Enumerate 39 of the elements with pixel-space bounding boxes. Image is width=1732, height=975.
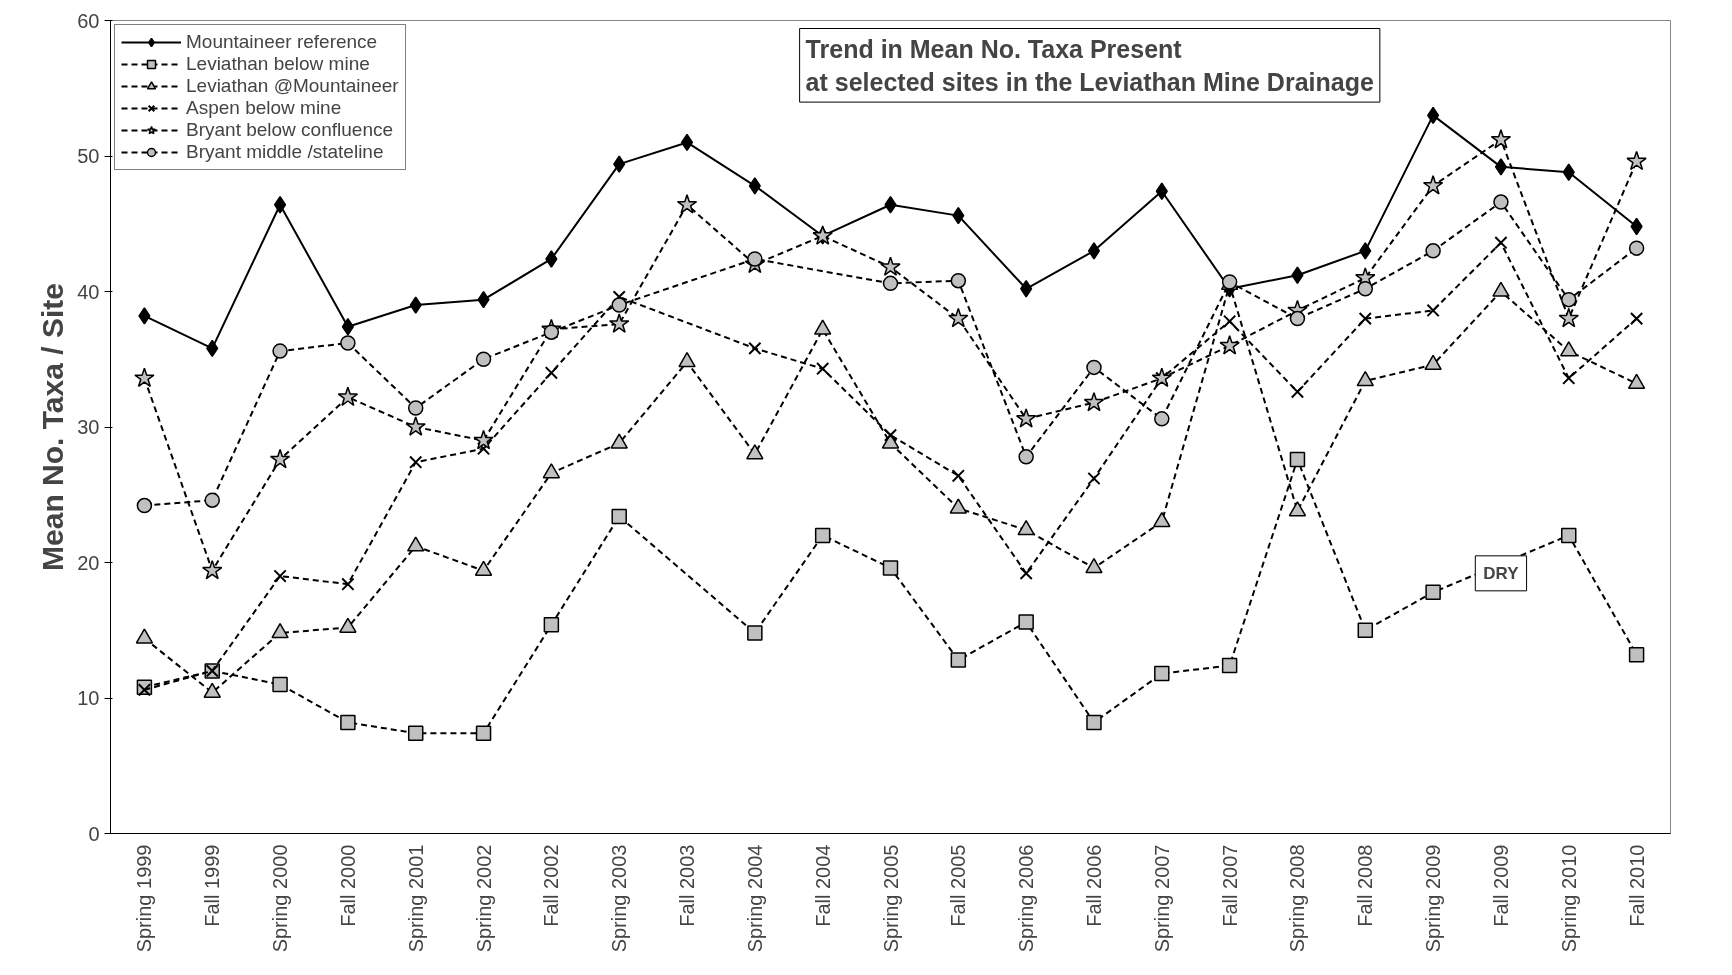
x-tick-label: Fall 2004 [811,844,834,927]
y-axis-title: Mean No. Taxa / Site [36,283,70,571]
x-tick-label: Fall 2010 [1625,844,1648,927]
x-tick-label: Fall 2005 [947,844,970,927]
y-tick-label: 60 [77,9,100,32]
x-tick-label: Spring 1999 [133,844,156,953]
y-tick-label: 50 [77,145,100,167]
y-tick-label: 20 [77,551,100,574]
x-tick-label: Spring 2009 [1422,844,1445,953]
x-tick-label: Spring 2000 [269,844,292,953]
legend-label: Aspen below mine [186,97,342,119]
x-tick-label: Fall 2000 [336,844,359,927]
x-tick-label: Spring 2006 [1015,844,1038,953]
x-tick-label: Fall 1999 [201,844,224,927]
legend-label: Bryant below confluence [186,119,394,141]
x-tick-label: Fall 2007 [1218,844,1241,927]
x-tick-label: Spring 2010 [1557,844,1580,953]
y-tick-label: 0 [88,822,100,845]
annotation: DRY [1483,563,1520,583]
text: Trend in Mean No. Taxa Present at selected sites in the Leviathan Mine Drainage [805,34,1374,97]
x-tick-label: Fall 2002 [540,844,563,927]
y-tick-label: 40 [77,280,100,303]
legend-label: Leviathan @Mountaineer [186,75,399,97]
x-tick-label: Fall 2008 [1354,844,1377,927]
y-tick-label: 30 [77,416,100,438]
x-tick-label: Fall 2003 [676,844,699,927]
legend-label: Leviathan below mine [186,53,370,75]
x-tick-label: Spring 2003 [608,844,631,953]
x-tick-label: Fall 2006 [1082,844,1105,927]
x-tick-label: Spring 2008 [1286,844,1309,953]
x-tick-label: Spring 2001 [404,844,427,953]
x-tick-label: Spring 2005 [879,844,902,953]
x-tick-label: Spring 2002 [472,844,495,953]
x-tick-label: Spring 2004 [743,844,766,953]
legend-label: Bryant middle /stateline [186,141,384,163]
legend-label: Mountaineer reference [186,31,378,53]
y-tick-label: 10 [77,687,100,709]
x-tick-label: Fall 2009 [1489,844,1512,927]
x-tick-label: Spring 2007 [1150,844,1173,953]
